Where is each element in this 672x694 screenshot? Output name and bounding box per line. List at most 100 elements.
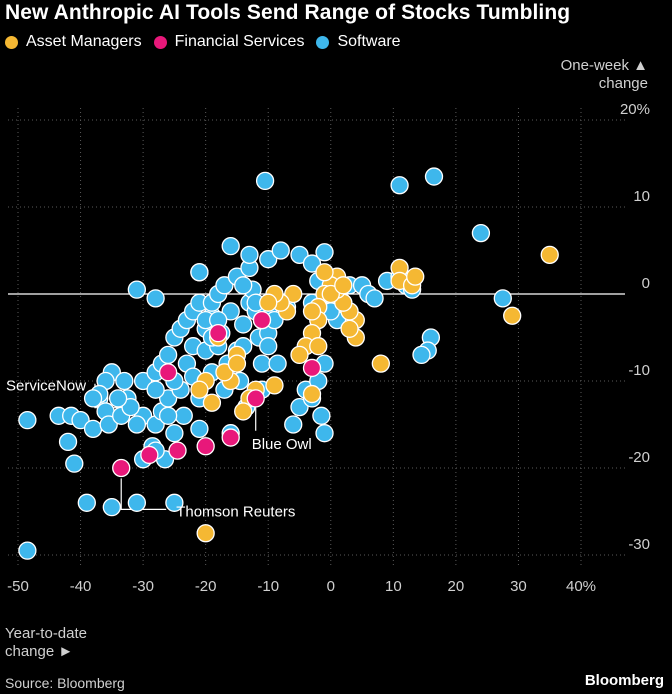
point-software: [165, 493, 184, 512]
x-tick-label: -40: [70, 578, 92, 595]
point-asset-managers: [215, 363, 234, 382]
y-axis-label-line2: change: [598, 75, 648, 92]
y-tick-label: -30: [628, 536, 650, 553]
point-software: [190, 263, 209, 282]
point-software: [102, 497, 121, 517]
point-asset-managers: [334, 276, 353, 295]
y-tick-label: -10: [628, 362, 650, 379]
point-asset-managers: [259, 293, 278, 312]
x-tick-label: -30: [132, 578, 154, 595]
x-axis-label: Year-to-date change ►: [5, 625, 87, 661]
legend-label-financial-services: Financial Services: [174, 33, 305, 50]
x-tick-label: -20: [195, 578, 217, 595]
point-software: [252, 354, 272, 373]
point-asset-managers: [302, 302, 322, 321]
point-financial-services: [158, 363, 178, 382]
x-axis-label-line2: change ►: [5, 643, 74, 660]
point-asset-managers: [290, 345, 309, 365]
legend: Asset Managers Financial Services Softwa…: [5, 33, 413, 51]
point-software: [284, 415, 303, 434]
point-software: [234, 276, 253, 295]
point-software: [471, 223, 491, 243]
source-note: Source: Bloomberg: [5, 675, 125, 691]
point-software: [271, 241, 290, 260]
right-triangle-icon: ►: [58, 643, 74, 660]
y-tick-label: 20%: [620, 101, 650, 118]
y-tick-label: 0: [642, 275, 650, 292]
point-financial-services: [112, 458, 131, 478]
point-software: [390, 176, 409, 195]
y-tick-label: 10: [633, 188, 650, 205]
point-software: [18, 410, 37, 430]
point-asset-managers: [227, 354, 247, 373]
y-tick-label: -20: [628, 449, 650, 466]
point-software: [146, 289, 165, 308]
point-software: [312, 406, 331, 425]
x-tick-label: 30: [510, 578, 527, 595]
legend-item-asset-managers: Asset Managers: [5, 33, 142, 51]
x-tick-label: -10: [257, 578, 279, 595]
legend-dot-software: [316, 35, 330, 49]
point-asset-managers: [196, 524, 215, 543]
point-software: [71, 410, 90, 430]
point-financial-services: [196, 437, 215, 456]
point-asset-managers: [340, 319, 359, 338]
point-software: [174, 406, 193, 425]
point-software: [302, 254, 322, 273]
point-asset-managers: [371, 354, 390, 373]
point-software: [158, 345, 178, 365]
point-software: [221, 302, 240, 321]
point-software: [127, 280, 147, 299]
point-financial-services: [246, 389, 265, 408]
point-asset-managers: [190, 380, 209, 399]
point-software: [115, 371, 134, 391]
x-tick-label: 10: [385, 578, 402, 595]
bloomberg-logo: Bloomberg: [584, 672, 664, 689]
y-axis-label: One-week ▲ change: [561, 57, 648, 93]
point-software: [127, 415, 147, 434]
point-software: [58, 432, 78, 452]
point-software: [290, 245, 309, 265]
point-asset-managers: [309, 337, 328, 356]
point-software: [255, 171, 275, 191]
point-software: [259, 337, 278, 356]
point-financial-services: [209, 323, 228, 343]
legend-dot-asset-managers: [5, 35, 18, 49]
point-software: [83, 419, 103, 439]
point-software: [121, 397, 140, 417]
legend-item-software: Software: [316, 33, 401, 51]
point-software: [146, 380, 165, 399]
point-software: [108, 389, 128, 408]
point-asset-managers: [315, 263, 334, 282]
point-asset-managers: [321, 284, 340, 304]
point-software: [412, 345, 431, 365]
point-software: [424, 167, 444, 186]
point-software: [215, 276, 234, 295]
chart-title: New Anthropic AI Tools Send Range of Sto…: [5, 1, 571, 24]
x-tick-label: 40%: [566, 578, 596, 595]
annotation-leader: [120, 478, 167, 510]
point-software: [365, 289, 384, 308]
annotation-label: ServiceNow: [6, 377, 86, 394]
point-software: [18, 541, 37, 560]
point-software: [268, 354, 287, 373]
legend-label-software: Software: [337, 33, 401, 50]
y-axis-label-line1: One-week ▲: [560, 57, 648, 74]
point-software: [190, 419, 209, 439]
point-software: [315, 424, 334, 443]
point-asset-managers: [503, 306, 522, 325]
annotation-label: Blue Owl: [252, 436, 312, 453]
point-software: [127, 493, 147, 512]
x-tick-label: 20: [448, 578, 465, 595]
x-tick-label: 0: [327, 578, 335, 595]
legend-item-financial-services: Financial Services: [153, 33, 305, 51]
point-software: [77, 493, 96, 512]
point-software: [83, 389, 103, 408]
legend-label-asset-managers: Asset Managers: [26, 33, 142, 50]
point-asset-managers: [265, 376, 284, 395]
legend-dot-financial-services: [153, 35, 167, 49]
point-asset-managers: [302, 384, 322, 404]
point-software: [221, 236, 240, 256]
point-software: [234, 315, 253, 334]
